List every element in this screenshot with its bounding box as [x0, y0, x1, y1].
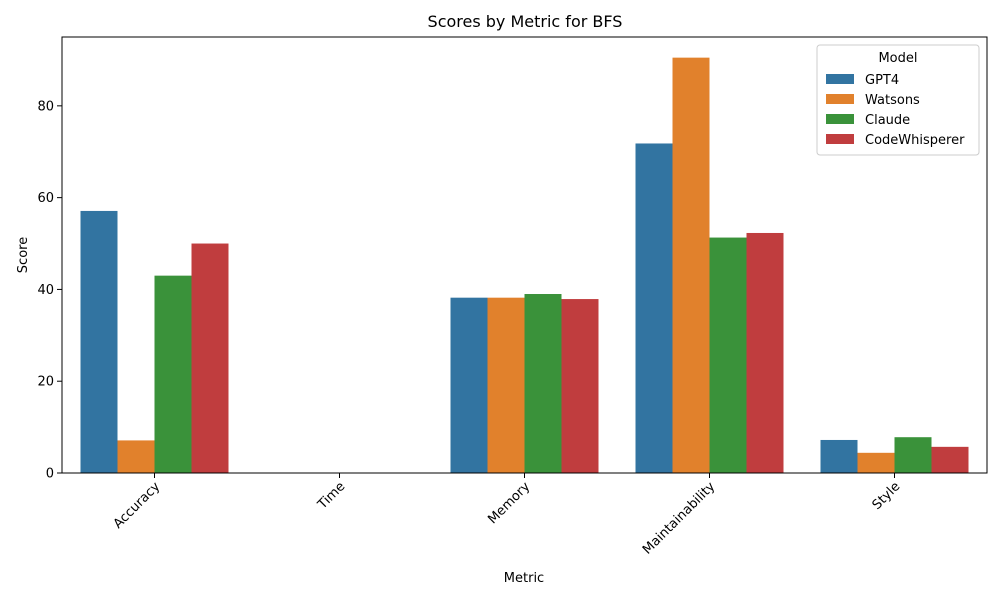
y-tick-label: 20: [37, 375, 54, 390]
x-axis-title: Metric: [504, 571, 544, 586]
bar-claude-memory: [524, 294, 562, 473]
y-tick-label: 60: [37, 191, 54, 206]
x-tick-label: Memory: [485, 479, 533, 527]
y-tick-label: 40: [37, 283, 54, 298]
bars-layer: [80, 57, 969, 474]
y-tick-label: 0: [46, 467, 54, 482]
x-tick-label: Accuracy: [111, 479, 164, 532]
legend-label-gpt4: GPT4: [865, 73, 899, 88]
chart-title: Scores by Metric for BFS: [428, 12, 623, 31]
bar-codewhisperer-memory: [561, 299, 599, 473]
bar-claude-maintainability: [709, 237, 747, 473]
bar-watsons-memory: [487, 297, 525, 473]
bar-claude-accuracy: [154, 275, 192, 473]
legend-label-watsons: Watsons: [865, 93, 920, 108]
legend-box: [816, 44, 980, 156]
y-tick-label: 80: [37, 99, 54, 114]
x-tick-label: Maintainability: [640, 479, 719, 558]
x-tick-label: Time: [315, 479, 349, 513]
bar-gpt4-style: [820, 439, 858, 473]
y-axis-title: Score: [16, 237, 31, 273]
bar-gpt4-memory: [450, 297, 488, 473]
bar-codewhisperer-accuracy: [191, 243, 229, 473]
bar-watsons-accuracy: [117, 440, 155, 473]
legend: Model GPT4 Watsons Claude CodeWhisperer: [816, 44, 980, 156]
legend-title: Model: [878, 51, 917, 66]
legend-label-codewhisperer: CodeWhisperer: [865, 133, 965, 148]
bar-gpt4-accuracy: [80, 210, 118, 473]
x-tick-label: Style: [870, 479, 904, 513]
bar-codewhisperer-maintainability: [746, 232, 784, 473]
bar-claude-style: [894, 437, 932, 473]
legend-swatch-gpt4: [826, 74, 854, 84]
legend-label-claude: Claude: [865, 113, 910, 128]
legend-swatch-watsons: [826, 94, 854, 104]
legend-swatch-codewhisperer: [826, 134, 854, 144]
legend-swatch-claude: [826, 114, 854, 124]
bar-watsons-style: [857, 452, 895, 473]
bar-codewhisperer-style: [931, 446, 969, 473]
plot-frame: [61, 36, 988, 474]
bar-gpt4-maintainability: [635, 143, 673, 474]
bar-watsons-maintainability: [672, 57, 710, 474]
